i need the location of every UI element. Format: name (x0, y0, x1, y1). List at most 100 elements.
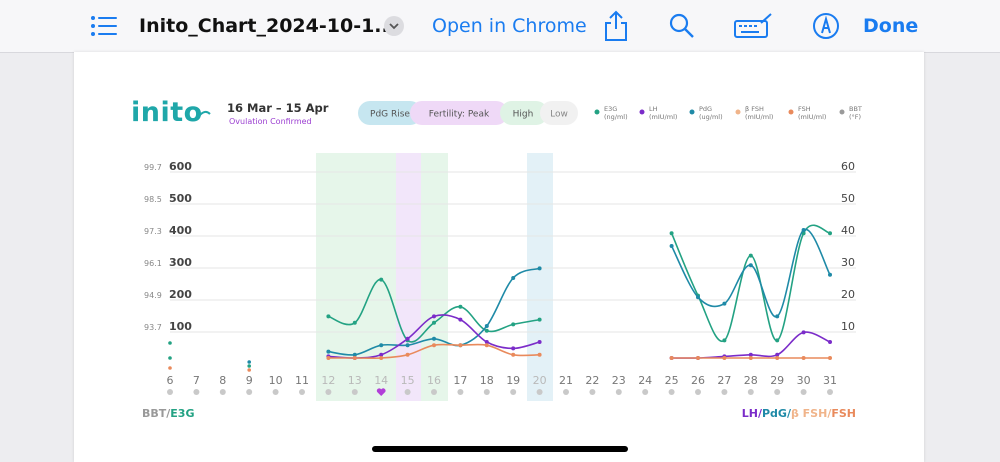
fsh-point (696, 356, 700, 360)
date-range: 16 Mar – 15 Apr (227, 101, 329, 115)
y-right-tick-label: 60 (841, 160, 855, 173)
x-tick-label: 11 (295, 374, 309, 387)
svg-text:(mIU/ml): (mIU/ml) (649, 113, 677, 121)
lh-point (379, 352, 384, 357)
x-tick-label: 22 (585, 374, 599, 387)
y-axis-left: 600 99.7 500 98.5 400 97.3 300 96.1 200 94.9 100 93… (144, 160, 192, 333)
day-marker (272, 389, 279, 395)
pill-fertility-peak (410, 101, 508, 125)
ovulation-heart-icon (376, 388, 386, 396)
x-tick-label: 6 (167, 374, 174, 387)
fsh-point (669, 356, 674, 360)
legend-item-e3g: E3G (ng/ml) (594, 105, 628, 121)
day-marker (167, 389, 173, 395)
legend-item-beta-fsh: β FSH (mIU/ml) (735, 105, 773, 121)
keyboard-annotate-icon[interactable] (733, 0, 773, 52)
share-icon[interactable] (603, 0, 629, 52)
pdg-point (828, 272, 832, 277)
day-marker (774, 389, 781, 395)
pill-pdg-rise (358, 101, 422, 125)
day-marker (431, 389, 437, 395)
pdg-point (537, 266, 542, 271)
logo-swoosh-icon (198, 110, 211, 117)
bbt-tick-label: 96.1 (144, 259, 162, 268)
x-axis: 6 7 8 9 10 11 12 13 14 15 16 17 18 19 20 21 22 23 24 25 26 27… (167, 374, 837, 396)
e3g-point (511, 322, 516, 327)
x-tick-label: 25 (665, 374, 679, 387)
legend: E3G (ng/ml) LH (mIU/ml) PdG (ug/ml) β FS… (594, 105, 862, 121)
done-button[interactable]: Done (863, 15, 919, 37)
day-marker (219, 389, 226, 395)
fsh-point (828, 356, 832, 360)
x-tick-label: 7 (193, 374, 200, 387)
document-title[interactable]: Inito_Chart_2024-10-1... (139, 15, 396, 37)
pdg-point (722, 301, 727, 306)
high-fertility-band (316, 153, 396, 401)
e3g-point (775, 338, 780, 343)
day-marker (457, 389, 464, 395)
ovulation-status: Ovulation Confirmed (229, 117, 312, 126)
svg-text:(ng/ml): (ng/ml) (604, 113, 628, 121)
pdg-point (379, 343, 384, 348)
svg-text:LH: LH (649, 105, 658, 113)
bbt-tick-label: 93.7 (144, 323, 162, 332)
svg-text:High: High (513, 110, 534, 120)
x-tick-label: 30 (797, 374, 811, 387)
svg-text:Fertility: Peak: Fertility: Peak (429, 110, 490, 120)
pdg-point (432, 336, 436, 341)
lh-point (458, 317, 463, 322)
early-day-point (247, 360, 251, 364)
day-marker (351, 389, 358, 395)
y-right-tick-label: 30 (841, 256, 855, 269)
open-in-chrome-button[interactable]: Open in Chrome (432, 15, 587, 37)
legend-item-fsh: FSH (mIU/ml) (788, 105, 826, 121)
x-tick-label: 28 (744, 374, 758, 387)
bbt-tick-label: 98.5 (144, 195, 162, 204)
pdg-series-line (670, 228, 831, 318)
list-icon[interactable] (90, 0, 118, 52)
svg-text:(°F): (°F) (849, 113, 861, 121)
title-menu-button[interactable] (384, 0, 404, 52)
svg-text:FSH: FSH (798, 105, 811, 113)
pdg-point (669, 244, 674, 248)
e3g-point (379, 277, 384, 282)
x-tick-label: 26 (691, 374, 705, 387)
y-right-tick-label: 20 (841, 288, 855, 301)
day-marker (800, 389, 807, 395)
e3g-point (326, 314, 331, 319)
lh-point (775, 352, 780, 357)
svg-text:PdG Rise: PdG Rise (370, 110, 410, 120)
day-marker (747, 389, 754, 395)
day-marker (246, 389, 253, 395)
toolbar: Inito_Chart_2024-10-1... Open in Chrome … (0, 0, 1000, 53)
x-tick-label: 21 (559, 374, 573, 387)
e3g-point (537, 317, 542, 322)
y-left-tick-label: 100 (169, 320, 192, 333)
pdg-point (405, 343, 410, 348)
y-right-tick-label: 50 (841, 192, 855, 205)
lh-point (748, 352, 753, 357)
pdg-point (511, 276, 516, 280)
fsh-point (432, 343, 436, 348)
pdg-point (775, 314, 780, 319)
x-tick-label: 16 (427, 374, 441, 387)
e3g-series-line (670, 224, 831, 343)
svg-text:E3G: E3G (604, 105, 617, 113)
markup-pen-icon[interactable] (812, 0, 840, 52)
fsh-point (511, 352, 516, 357)
x-tick-label: 23 (612, 374, 626, 387)
fsh-point (537, 352, 542, 357)
phase-shading (316, 153, 553, 401)
fsh-point (458, 343, 463, 348)
svg-text:Low: Low (550, 110, 568, 120)
pdg-point (352, 352, 357, 357)
search-icon[interactable] (668, 0, 696, 52)
early-day-point (168, 341, 172, 345)
pdg-point (484, 324, 489, 328)
y-left-tick-label: 400 (169, 224, 192, 237)
day-marker (563, 389, 569, 395)
fsh-point (326, 356, 331, 360)
svg-text:(ug/ml): (ug/ml) (699, 113, 723, 121)
peak-fertility-band (396, 153, 421, 401)
day-marker (325, 389, 332, 395)
